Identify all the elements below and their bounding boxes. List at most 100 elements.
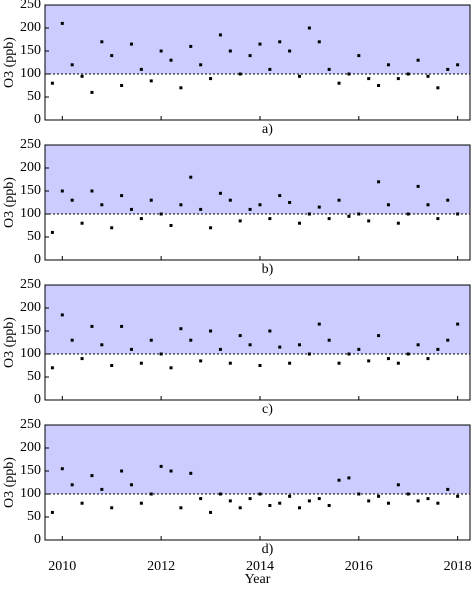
point: [70, 483, 74, 487]
point: [416, 343, 420, 347]
point: [218, 347, 222, 351]
point: [386, 357, 390, 361]
point: [317, 497, 321, 501]
y-tick-label: 50: [27, 509, 41, 524]
y-tick-label: 0: [34, 112, 41, 127]
point: [337, 361, 341, 365]
x-tick-label: 2018: [444, 559, 472, 574]
point: [386, 501, 390, 505]
point: [50, 230, 54, 234]
point: [406, 352, 410, 356]
point: [268, 504, 272, 507]
point: [416, 58, 420, 62]
y-tick-label: 50: [27, 89, 41, 104]
point: [298, 221, 302, 225]
point: [110, 506, 114, 510]
point: [70, 338, 74, 342]
point: [189, 338, 193, 342]
point: [149, 492, 153, 496]
point: [149, 198, 153, 202]
point: [169, 224, 173, 227]
point: [288, 49, 292, 53]
point: [426, 357, 430, 361]
point: [238, 334, 242, 338]
point: [129, 207, 133, 211]
point: [367, 77, 371, 81]
point: [446, 487, 450, 491]
point: [60, 467, 64, 471]
point: [50, 510, 54, 514]
point: [179, 86, 183, 90]
point: [426, 74, 430, 78]
point: [199, 359, 203, 363]
y-tick-label: 200: [20, 160, 41, 175]
point: [100, 40, 104, 44]
point: [80, 357, 84, 361]
point: [189, 175, 193, 179]
point: [317, 205, 321, 209]
x-tick-label: 2014: [246, 559, 274, 574]
point: [436, 501, 440, 505]
point: [416, 499, 420, 503]
x-tick-label: 2010: [48, 559, 76, 574]
panel-caption: d): [262, 542, 274, 557]
point: [50, 366, 54, 370]
point: [377, 180, 381, 184]
y-tick-label: 50: [27, 369, 41, 384]
point: [456, 212, 460, 216]
y-tick-label: 100: [20, 346, 41, 361]
point: [149, 338, 153, 342]
point: [228, 499, 232, 503]
point: [307, 26, 311, 30]
point: [139, 501, 143, 505]
point: [367, 219, 371, 223]
point: [416, 184, 420, 188]
point: [377, 494, 381, 498]
point: [169, 366, 173, 370]
point: [209, 226, 213, 230]
point: [307, 212, 311, 216]
below-reference: [45, 214, 470, 260]
y-tick-label: 250: [20, 417, 41, 432]
point: [209, 77, 213, 81]
point: [446, 67, 450, 71]
point: [317, 322, 321, 326]
point: [307, 352, 311, 356]
point: [149, 79, 153, 83]
point: [110, 54, 114, 58]
point: [456, 322, 460, 326]
point: [100, 343, 104, 347]
y-tick-label: 100: [20, 486, 41, 501]
y-tick-label: 250: [20, 0, 41, 12]
point: [60, 189, 64, 193]
point: [347, 72, 351, 76]
point: [327, 217, 331, 221]
point: [396, 483, 400, 487]
point: [238, 506, 242, 510]
y-tick-label: 200: [20, 300, 41, 315]
point: [120, 324, 124, 328]
point: [456, 63, 460, 67]
point: [50, 81, 54, 85]
plot-frame: [44, 424, 471, 541]
point: [377, 84, 381, 87]
point: [120, 469, 124, 473]
point: [278, 40, 282, 44]
point: [327, 504, 331, 507]
y-axis-label: O3 (ppb): [2, 37, 17, 88]
point: [139, 361, 143, 365]
point: [100, 203, 104, 207]
y-tick-label: 150: [20, 323, 41, 338]
point: [90, 474, 94, 478]
y-tick-label: 100: [20, 66, 41, 81]
point: [80, 74, 84, 78]
point: [278, 194, 282, 198]
point: [446, 338, 450, 342]
point: [90, 90, 94, 94]
point: [199, 63, 203, 67]
point: [238, 72, 242, 76]
plot-frame: [44, 144, 471, 261]
point: [377, 334, 381, 338]
point: [110, 226, 114, 230]
